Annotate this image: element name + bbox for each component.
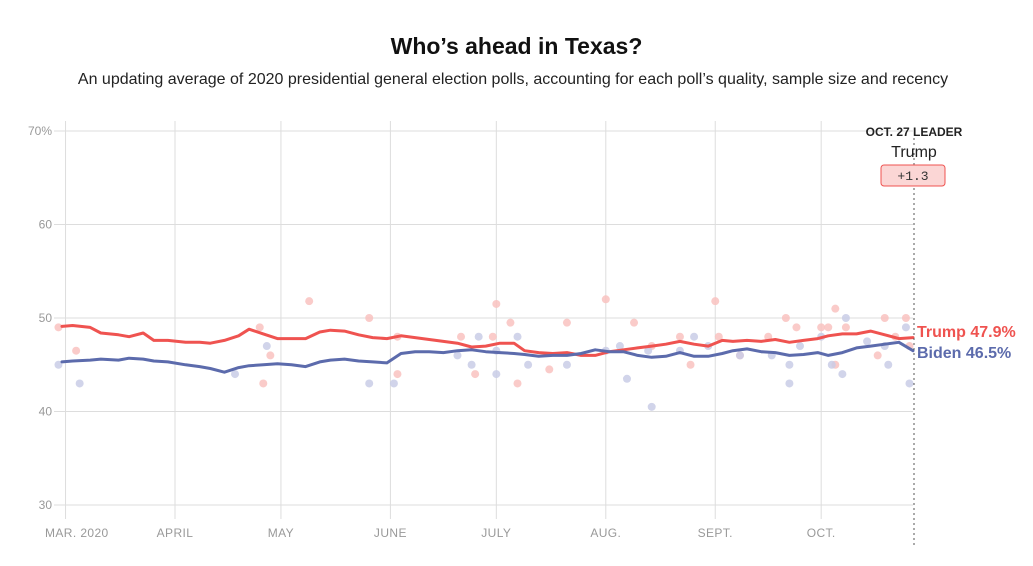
biden-poll-dot <box>54 360 63 369</box>
average-lines <box>60 324 915 374</box>
trump-poll-dot <box>457 332 466 341</box>
x-tick-label: OCT. <box>807 526 836 540</box>
biden-poll-dot <box>231 370 240 379</box>
trump-poll-dot <box>54 323 63 332</box>
trump-poll-dot <box>841 323 850 332</box>
biden-poll-dot <box>905 379 914 388</box>
biden-poll-dot <box>838 370 847 379</box>
biden-poll-dot <box>863 337 872 346</box>
biden-poll-dot <box>841 314 850 322</box>
trump-poll-dot <box>513 379 522 388</box>
x-tick-label: APRIL <box>157 526 194 540</box>
y-tick-label: 70% <box>28 124 52 138</box>
trump-poll-dot <box>901 314 910 322</box>
y-tick-label: 40 <box>39 405 53 419</box>
biden-poll-dot <box>467 360 476 369</box>
leader-margin: +1.3 <box>897 169 928 184</box>
chart-subtitle: An updating average of 2020 presidential… <box>77 71 949 88</box>
leader-heading: OCT. 27 LEADER <box>866 125 963 139</box>
trump-poll-dot <box>492 299 501 308</box>
trump-poll-dot <box>506 318 515 327</box>
trump-poll-dot <box>711 297 720 306</box>
biden-poll-dot <box>524 360 533 369</box>
trump-poll-dot <box>714 332 723 341</box>
biden-poll-dot <box>901 323 910 332</box>
trump-poll-dot <box>601 295 610 304</box>
trump-poll-dot <box>686 360 695 369</box>
biden-poll-dot <box>644 346 653 355</box>
biden-poll-dot <box>492 370 501 379</box>
trump-poll-dot <box>255 323 264 332</box>
trump-poll-dot <box>831 304 840 313</box>
end-labels: Trump 47.9% Biden 46.5% <box>917 324 1016 362</box>
trump-poll-dot <box>817 323 826 332</box>
biden-poll-dot <box>884 360 893 369</box>
biden-poll-dot <box>827 360 836 369</box>
leader-name: Trump <box>891 144 937 161</box>
biden-poll-dot <box>690 332 699 341</box>
x-tick-label: MAY <box>268 526 294 540</box>
y-tick-label: 50 <box>39 311 53 325</box>
trump-poll-dot <box>259 379 268 388</box>
biden-poll-dot <box>796 342 805 351</box>
biden-poll-dot <box>262 342 271 351</box>
trump-poll-dot <box>305 297 314 306</box>
trump-poll-dot <box>781 314 790 322</box>
trump-poll-dot <box>488 332 497 341</box>
biden-average-line <box>60 340 915 374</box>
trump-poll-dot <box>562 318 571 327</box>
biden-end-label: Biden 46.5% <box>917 345 1011 362</box>
x-tick-label: AUG. <box>590 526 621 540</box>
biden-poll-dot <box>562 360 571 369</box>
trump-poll-dot <box>545 365 554 374</box>
trump-poll-dot <box>393 370 402 379</box>
biden-poll-dot <box>365 379 374 388</box>
biden-poll-dot <box>453 351 462 360</box>
trump-poll-dot <box>365 314 374 322</box>
biden-poll-dot <box>622 374 631 383</box>
trump-poll-dot <box>266 351 275 360</box>
leader-margin-badge <box>880 164 946 187</box>
biden-poll-dot <box>735 351 744 360</box>
trump-poll-dot <box>880 314 889 322</box>
biden-poll-dot <box>615 342 624 351</box>
poll-dots <box>54 295 914 411</box>
leader-annotation: OCT. 27 LEADER Trump +1.3 <box>866 125 963 548</box>
biden-poll-dot <box>474 332 483 341</box>
trump-poll-dot <box>824 323 833 332</box>
trump-end-label: Trump 47.9% <box>917 324 1016 341</box>
chart-axes: 70% 60 50 40 30 MAR. 2020 APRIL MAY JUNE JULY AUG.… <box>28 124 836 540</box>
trump-poll-dot <box>471 370 480 379</box>
trump-poll-dot <box>72 346 81 355</box>
trump-poll-dot <box>675 332 684 341</box>
trump-poll-dot <box>630 318 639 327</box>
trump-poll-dot <box>873 351 882 360</box>
x-tick-label: SEPT. <box>698 526 733 540</box>
chart-grid <box>54 121 913 519</box>
biden-poll-dot <box>647 402 656 411</box>
y-tick-label: 60 <box>39 218 53 232</box>
x-tick-label: MAR. 2020 <box>45 526 109 540</box>
x-tick-label: JUNE <box>374 526 407 540</box>
biden-poll-dot <box>513 332 522 341</box>
trump-average-line <box>60 324 915 357</box>
biden-poll-dot <box>785 379 794 388</box>
biden-poll-dot <box>75 379 84 388</box>
biden-poll-dot <box>389 379 398 388</box>
y-tick-label: 30 <box>39 498 53 512</box>
trump-poll-dot <box>792 323 801 332</box>
chart-title: Who’s ahead in Texas? <box>390 33 643 59</box>
x-tick-label: JULY <box>481 526 511 540</box>
biden-poll-dot <box>785 360 794 369</box>
